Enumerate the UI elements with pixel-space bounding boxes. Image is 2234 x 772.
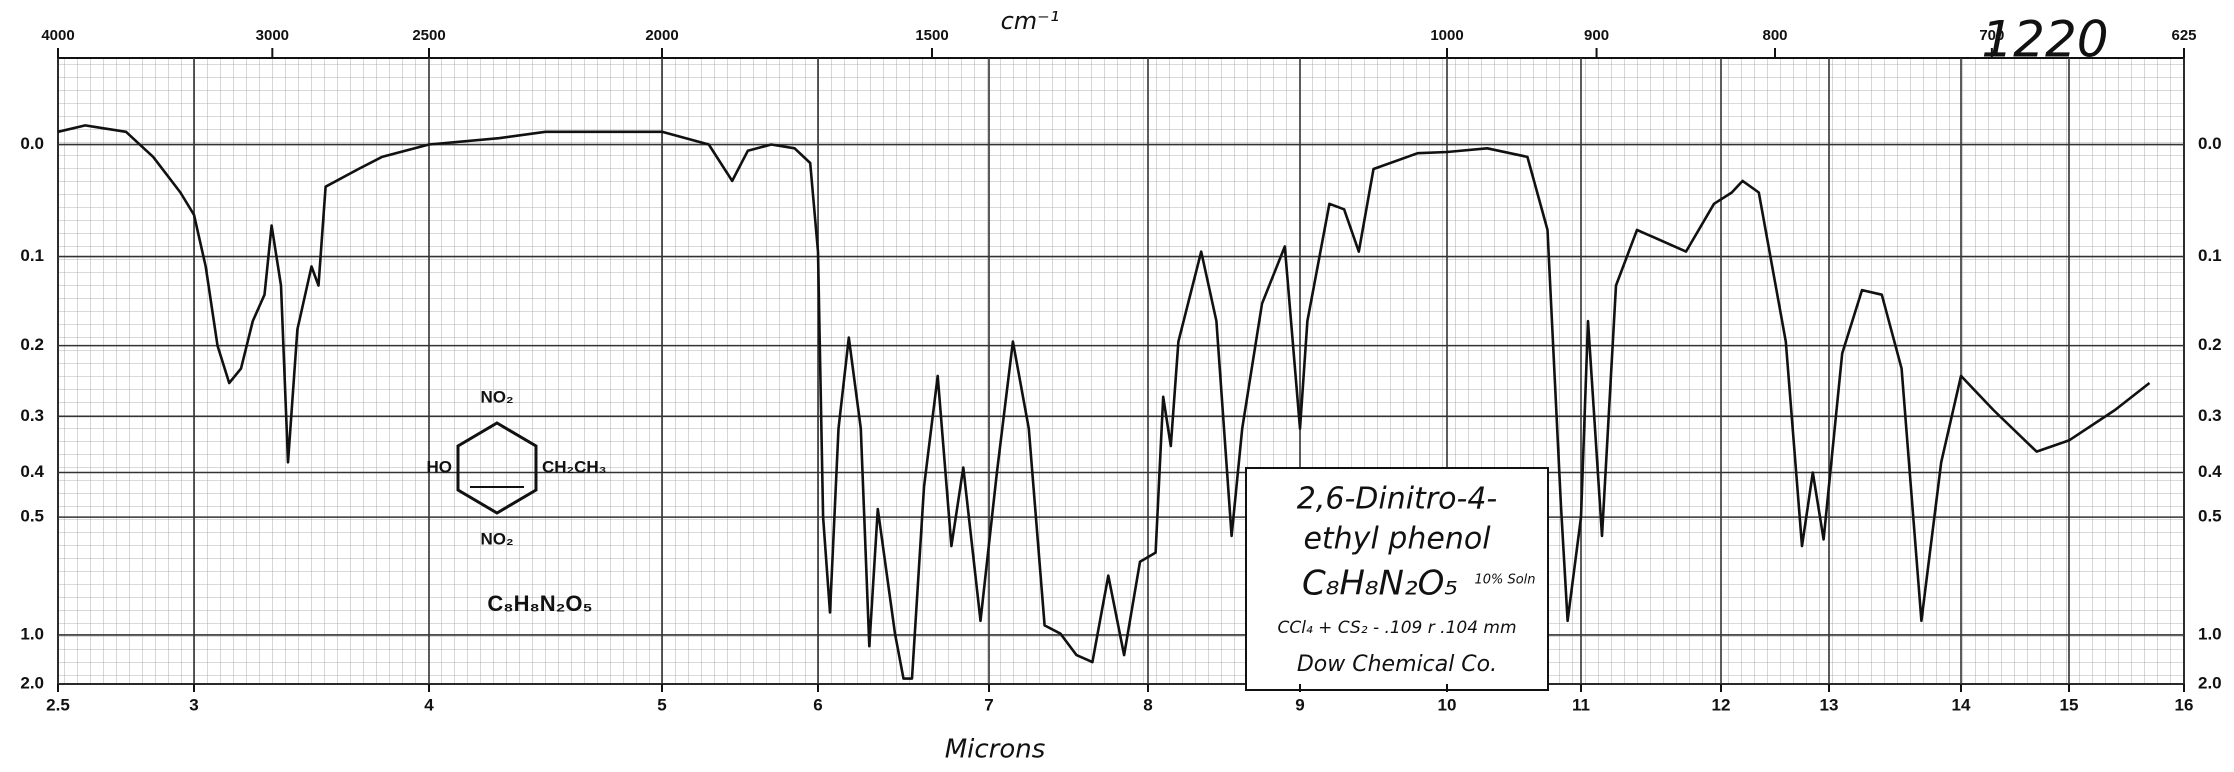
y-tick-label: 2.0	[20, 673, 44, 692]
x-tick-label: 15	[2060, 695, 2079, 714]
sample-box: 2,6-Dinitro-4- ethyl phenol C₈H₈N₂O₅ 10%…	[1245, 467, 1549, 691]
x-axis-label: Microns	[945, 735, 1046, 765]
x-tick-label: 4	[424, 695, 434, 714]
x-tick-label: 13	[1820, 695, 1839, 714]
x2-tick-label: 2000	[645, 27, 678, 44]
x2-tick-label: 2500	[412, 27, 445, 44]
substituent: NO₂	[480, 529, 513, 548]
substituent: HO	[427, 457, 453, 476]
x2-tick-label: 800	[1762, 27, 1787, 44]
x2-tick-label: 1000	[1430, 27, 1463, 44]
x-tick-label: 3	[189, 695, 198, 714]
y-tick-label-right: 0.4	[2198, 462, 2222, 481]
structure: NO₂ HO CH₂CH₃ NO₂ C₈H₈N₂O₅	[427, 387, 607, 615]
x-tick-label: 5	[657, 695, 666, 714]
y-tick-label-right: 0.2	[2198, 335, 2222, 354]
y-tick-label: 0.3	[20, 406, 44, 425]
benzene-ring	[456, 421, 538, 515]
y-tick-label: 0.5	[20, 507, 44, 526]
top-axis-label: cm⁻¹	[1001, 7, 1060, 35]
plot	[57, 124, 2151, 680]
label-box	[1245, 467, 1549, 691]
source: Dow Chemical Co.	[1297, 652, 1497, 677]
y-tick-label-right: 0.3	[2198, 406, 2222, 425]
compound-name: 2,6-Dinitro-4-	[1297, 482, 1498, 517]
x-tick-label: 14	[1952, 695, 1971, 714]
y-tick-label: 0.0	[20, 134, 44, 153]
x2-tick-label: 1500	[915, 27, 948, 44]
x-tick-label: 12	[1712, 695, 1731, 714]
x-tick-label: 10	[1438, 695, 1457, 714]
x-tick-label: 16	[2175, 695, 2194, 714]
y-tick-label-right: 2.0	[2198, 673, 2222, 692]
y-tick-label-right: 0.5	[2198, 507, 2222, 526]
concentration: 10% Soln	[1474, 573, 1535, 588]
annotation: 1220	[1981, 11, 2108, 69]
graph-paper	[57, 57, 2185, 685]
substituent: CH₂CH₃	[542, 457, 607, 476]
compound-name: ethyl phenol	[1303, 522, 1491, 557]
x2-tick-label: 3000	[256, 27, 289, 44]
x2-tick-label: 700	[1979, 27, 2004, 44]
x-tick-label: 9	[1295, 695, 1304, 714]
x-tick-label: 6	[813, 695, 822, 714]
x2-tick-label: 900	[1584, 27, 1609, 44]
y-tick-label-right: 0.0	[2198, 134, 2222, 153]
x-tick-label: 7	[984, 695, 993, 714]
y-tick-label: 1.0	[20, 624, 44, 643]
formula: C₈H₈N₂O₅	[487, 591, 592, 616]
x2-tick-label: 4000	[41, 27, 74, 44]
y-tick-label-right: 0.1	[2198, 246, 2222, 265]
y-tick-label-right: 1.0	[2198, 624, 2222, 643]
x-tick-label: 2.5	[46, 695, 70, 714]
spectrum-line	[57, 124, 2151, 680]
x2-tick-label: 625	[2171, 27, 2196, 44]
y-tick-label: 0.4	[20, 462, 44, 481]
solvent: CCl₄ + CS₂ - .109 r .104 mm	[1277, 618, 1516, 638]
formula: C₈H₈N₂O₅	[1302, 564, 1458, 604]
x-tick-label: 11	[1572, 695, 1590, 714]
y-tick-label: 0.2	[20, 335, 44, 354]
x-tick-label: 8	[1143, 695, 1152, 714]
substituent: NO₂	[480, 387, 513, 406]
y-tick-label: 0.1	[20, 246, 44, 265]
